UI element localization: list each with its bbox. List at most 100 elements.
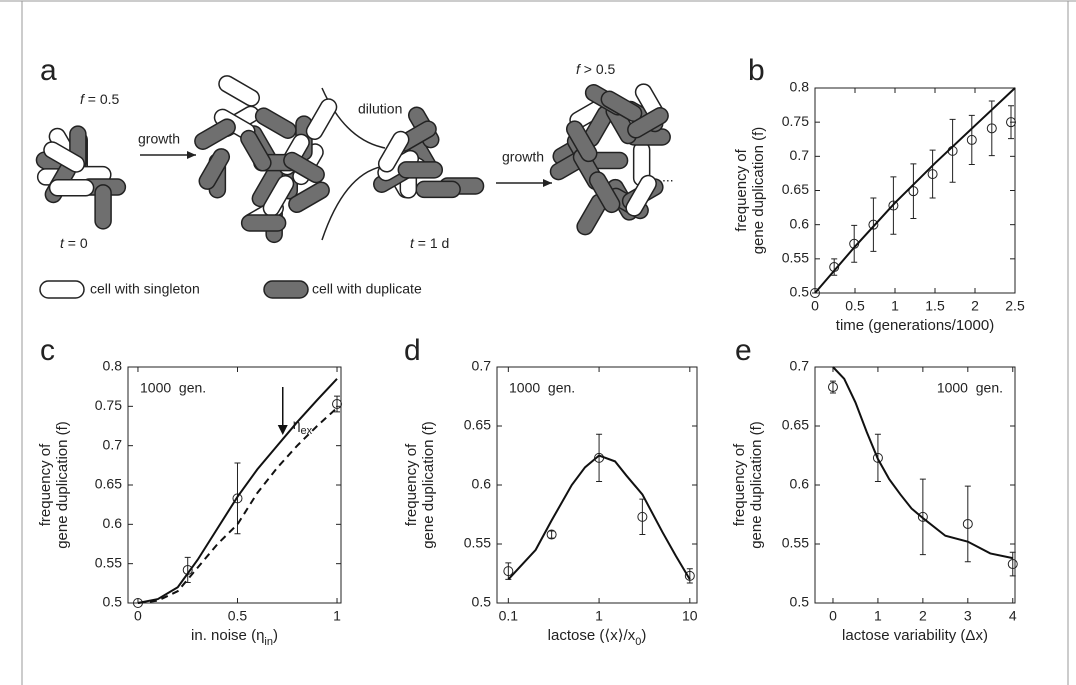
label-part: lactose (⟨x⟩/x: [548, 627, 636, 644]
y-axis-label: frequency of: [733, 148, 750, 231]
y-tick-label: 0.6: [472, 476, 492, 492]
cell: [288, 181, 330, 214]
annotation: 1000 gen.: [140, 380, 206, 396]
y-axis-label: frequency of: [731, 443, 748, 526]
x-tick-label: 3: [964, 608, 972, 624]
data-point: [908, 186, 919, 197]
x-tick-label: 0.5: [228, 608, 248, 624]
cell: [254, 107, 297, 139]
cell: [43, 141, 85, 173]
y-tick-label: 0.5: [790, 594, 810, 610]
y-tick-label: 0.5: [103, 594, 123, 610]
arrow-label: ηex: [293, 416, 313, 437]
error-bar: [548, 530, 555, 539]
time-label: t = 0: [60, 235, 88, 251]
y-tick-label: 0.65: [782, 417, 809, 433]
error-bar: [968, 114, 975, 166]
annotation: 1000 gen.: [937, 380, 1003, 396]
error-bar: [831, 258, 838, 276]
label-part: ex: [301, 425, 313, 437]
x-axis-label: lactose (⟨x⟩/x0): [548, 627, 647, 648]
step-label: growth: [138, 131, 180, 147]
data-point: [888, 200, 899, 211]
y-tick-label: 0.7: [472, 358, 492, 374]
panel-letter: b: [748, 54, 765, 87]
y-tick-label: 0.55: [464, 535, 491, 551]
y-tick-label: 0.55: [782, 250, 809, 266]
label-part: in: [264, 636, 273, 648]
error-bar: [334, 395, 341, 413]
panel-letter: e: [735, 334, 752, 367]
panel-letter: d: [404, 334, 421, 367]
y-axis-label: frequency of: [37, 443, 54, 526]
y-tick-label: 0.5: [472, 594, 492, 610]
cell: [283, 151, 325, 184]
y-tick-label: 0.7: [790, 358, 810, 374]
x-tick-label: 0: [134, 608, 142, 624]
data-point: [810, 288, 820, 298]
cell: [240, 129, 272, 172]
y-tick-label: 0.55: [95, 554, 122, 570]
data-point: [546, 529, 557, 540]
data-point: [827, 382, 838, 393]
error-bar: [596, 433, 603, 482]
x-axis-label: lactose variability (Δx): [842, 627, 988, 644]
y-tick-label: 0.7: [103, 436, 123, 452]
x-tick-label: 2: [919, 608, 927, 624]
axes-box: [496, 366, 698, 604]
dilution-curve: [321, 165, 386, 241]
diagram: a f = 0.5 growth dilution growth f > 0.5…: [35, 54, 674, 299]
x-axis-label: in. noise (ηin): [191, 627, 278, 648]
fraction-label: f > 0.5: [576, 61, 616, 77]
x-tick-label: 10: [682, 608, 698, 624]
data-point: [1006, 117, 1016, 128]
y-tick-label: 0.75: [95, 397, 122, 413]
y-axis-label: frequency of: [403, 443, 420, 526]
cell: [377, 130, 410, 173]
cell: [94, 184, 112, 230]
y-tick-label: 0.65: [464, 417, 491, 433]
legend-cell: [263, 280, 309, 299]
arrowhead: [187, 151, 196, 159]
cell: [240, 214, 287, 232]
data-point: [1007, 559, 1018, 570]
panel-letter: c: [40, 334, 55, 367]
label-part: 0: [635, 636, 641, 648]
x-tick-label: 1: [595, 608, 603, 624]
cell: [415, 180, 461, 199]
axes-box: [814, 366, 1016, 604]
cell: [198, 148, 231, 190]
data-point: [986, 123, 997, 134]
curve: [137, 407, 338, 604]
x-tick-label: 1: [891, 298, 899, 314]
error-bar: [964, 485, 971, 563]
y-tick-label: 0.7: [790, 147, 810, 163]
data-point: [637, 511, 648, 522]
arrowhead: [543, 179, 552, 187]
error-bar: [639, 498, 646, 536]
y-tick-label: 0.6: [790, 476, 810, 492]
x-tick-label: 1: [333, 608, 341, 624]
data-point: [503, 566, 514, 577]
error-bar: [1009, 551, 1016, 577]
axes-box: [814, 87, 1016, 294]
step-label: dilution: [358, 101, 402, 117]
y-tick-label: 0.75: [782, 113, 809, 129]
y-axis-label: gene duplication (f): [748, 421, 765, 549]
arrowhead: [277, 425, 288, 435]
error-bar: [851, 224, 858, 263]
data-point: [962, 518, 973, 529]
cell: [194, 118, 236, 150]
time-label: t = 1 d: [410, 235, 449, 251]
error-bar: [870, 197, 877, 252]
y-tick-label: 0.65: [95, 476, 122, 492]
y-tick-label: 0.8: [790, 79, 810, 95]
data-point: [332, 398, 343, 409]
cell: [48, 179, 95, 197]
x-tick-label: 0: [811, 298, 819, 314]
annotation: 1000 gen.: [509, 380, 575, 396]
y-tick-label: 0.6: [790, 215, 810, 231]
cell: [565, 120, 598, 163]
error-bar: [949, 118, 956, 183]
